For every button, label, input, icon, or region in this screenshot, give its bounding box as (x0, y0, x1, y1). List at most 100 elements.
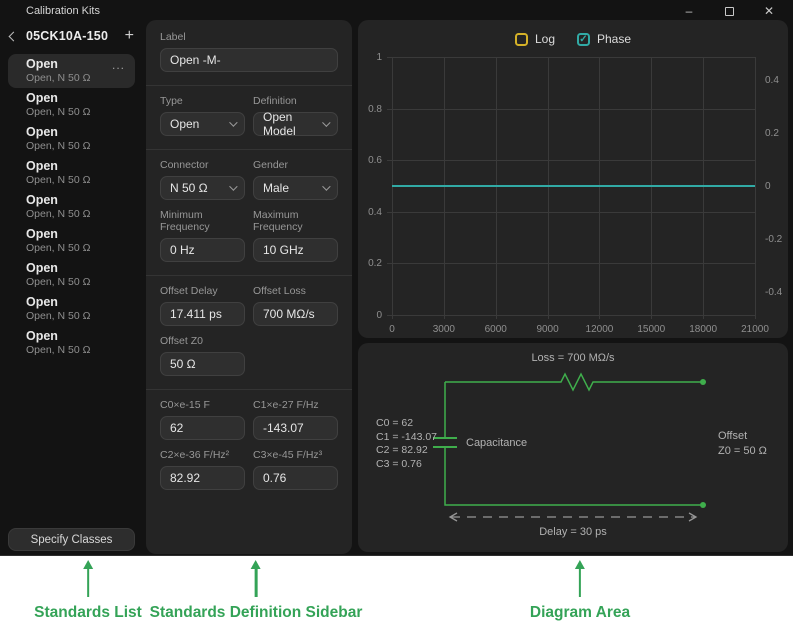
axis-tick-label: 0 (358, 310, 382, 321)
axis-tick-label: 0 (765, 181, 791, 192)
offset-z0-value: 50 Ω (170, 357, 196, 371)
chevron-down-icon (322, 182, 330, 190)
standard-subtitle: Open, N 50 Ω (26, 276, 125, 289)
standard-subtitle: Open, N 50 Ω (26, 242, 125, 255)
axis-tick-label: 0.2 (765, 128, 791, 139)
diagram-area: Loss = 700 MΩ/s C0 = 62 C1 = -143.07 C2 … (358, 343, 788, 552)
min-frequency-input[interactable]: 0 Hz (160, 238, 245, 262)
label-field-label: Label (160, 31, 338, 43)
c3-input[interactable]: 0.76 (253, 466, 338, 490)
response-chart: Log ✓ Phase 0300060009000120001500018000… (358, 20, 788, 338)
delay-label: Delay = 30 ps (358, 526, 788, 538)
c1-coefficient: C1 = -143.07 (376, 431, 437, 445)
axis-tick-label: 0.6 (358, 155, 382, 166)
connector-dropdown[interactable]: N 50 Ω (160, 176, 245, 200)
gridline (387, 212, 755, 213)
c0-input[interactable]: 62 (160, 416, 245, 440)
axis-tick-label: 1 (358, 52, 382, 63)
maximize-icon (725, 7, 734, 16)
offset-label: Offset (718, 430, 767, 442)
axis-tick-label: 12000 (579, 324, 619, 335)
capacitance-coefficients: C0 = 62 C1 = -143.07 C2 = 82.92 C3 = 0.7… (376, 417, 437, 471)
arrow-up-icon (83, 560, 93, 569)
definition-dropdown[interactable]: Open Model (253, 112, 338, 136)
maximize-button[interactable] (721, 4, 737, 18)
standard-title: Open (26, 159, 125, 174)
offset-z0-label: Offset Z0 (160, 335, 338, 347)
more-options-icon[interactable]: ... (112, 58, 125, 72)
axis-tick-label: 3000 (424, 324, 464, 335)
max-frequency-input[interactable]: 10 GHz (253, 238, 338, 262)
phase-trace-line (392, 185, 755, 187)
definition-label: Definition (253, 95, 338, 107)
back-chevron-icon[interactable] (9, 31, 19, 41)
port-dot (700, 379, 706, 385)
chevron-down-icon (229, 182, 237, 190)
standard-list-item[interactable]: Open Open, N 50 Ω (8, 88, 135, 122)
resistor-wire (445, 374, 703, 390)
gridline (755, 57, 756, 319)
axis-tick-label: 0.8 (358, 104, 382, 115)
max-frequency-label: Maximum Frequency (253, 209, 338, 233)
c0-label: C0×e-15 F (160, 399, 245, 411)
offset-z0-diagram-label: Z0 = 50 Ω (718, 445, 767, 457)
gender-dropdown[interactable]: Male (253, 176, 338, 200)
standard-title: Open (26, 57, 125, 72)
offset-z0-input[interactable]: 50 Ω (160, 352, 245, 376)
type-dropdown[interactable]: Open (160, 112, 245, 136)
standards-definition-sidebar: Label Open -M- Type Open Definition Open… (146, 20, 352, 554)
kit-name: 05CK10A-150 (26, 29, 108, 43)
c0-value: 62 (170, 421, 183, 435)
offset-loss-input[interactable]: 700 MΩ/s (253, 302, 338, 326)
window-title: Calibration Kits (0, 3, 100, 17)
gridline (496, 57, 497, 319)
gridline (548, 57, 549, 319)
port-dot (700, 502, 706, 508)
offset-loss-label: Offset Loss (253, 285, 338, 297)
standard-list-item[interactable]: Open Open, N 50 Ω (8, 156, 135, 190)
titlebar: Calibration Kits – ✕ (0, 0, 793, 20)
standard-list-item[interactable]: Open Open, N 50 Ω (8, 292, 135, 326)
standard-list-item[interactable]: Open Open, N 50 Ω (8, 122, 135, 156)
standard-list-item[interactable]: Open Open, N 50 Ω (8, 190, 135, 224)
arrow-stem (87, 569, 90, 597)
capacitance-label: Capacitance (466, 437, 527, 449)
c1-input[interactable]: -143.07 (253, 416, 338, 440)
c0-coefficient: C0 = 62 (376, 417, 437, 431)
c2-input[interactable]: 82.92 (160, 466, 245, 490)
standard-title: Open (26, 193, 125, 208)
arrow-up-icon (251, 560, 261, 569)
type-value: Open (170, 117, 199, 131)
offset-delay-input[interactable]: 17.411 ps (160, 302, 245, 326)
gridline (387, 315, 755, 316)
label-value: Open -M- (170, 53, 221, 67)
offset-loss-value: 700 MΩ/s (263, 307, 315, 321)
standard-subtitle: Open, N 50 Ω (26, 344, 125, 357)
connector-value: N 50 Ω (170, 181, 208, 195)
standard-subtitle: Open, N 50 Ω (26, 174, 125, 187)
specify-classes-button[interactable]: Specify Classes (8, 528, 135, 551)
annotation-standards-definition-sidebar: Standards Definition Sidebar (150, 560, 363, 622)
add-standard-button[interactable]: + (125, 29, 134, 43)
gridline (392, 57, 393, 319)
offset-delay-label: Offset Delay (160, 285, 245, 297)
plot-area: 03000600090001200015000180002100010.80.6… (358, 20, 788, 340)
standard-subtitle: Open, N 50 Ω (26, 208, 125, 221)
c1-value: -143.07 (263, 421, 304, 435)
min-frequency-label: Minimum Frequency (160, 209, 245, 233)
gridline (387, 109, 755, 110)
chevron-down-icon (323, 119, 331, 127)
close-button[interactable]: ✕ (761, 4, 777, 18)
gridline (387, 57, 755, 58)
standard-list-item[interactable]: Open Open, N 50 Ω ... (8, 54, 135, 88)
loss-label: Loss = 700 MΩ/s (358, 352, 788, 364)
standard-subtitle: Open, N 50 Ω (26, 310, 125, 323)
gridline (387, 160, 755, 161)
standard-list-item[interactable]: Open Open, N 50 Ω (8, 224, 135, 258)
label-input[interactable]: Open -M- (160, 48, 338, 72)
standard-list-item[interactable]: Open Open, N 50 Ω (8, 326, 135, 360)
minimize-button[interactable]: – (681, 4, 697, 18)
standard-list-item[interactable]: Open Open, N 50 Ω (8, 258, 135, 292)
c1-label: C1×e-27 F/Hz (253, 399, 338, 411)
standard-title: Open (26, 91, 125, 106)
